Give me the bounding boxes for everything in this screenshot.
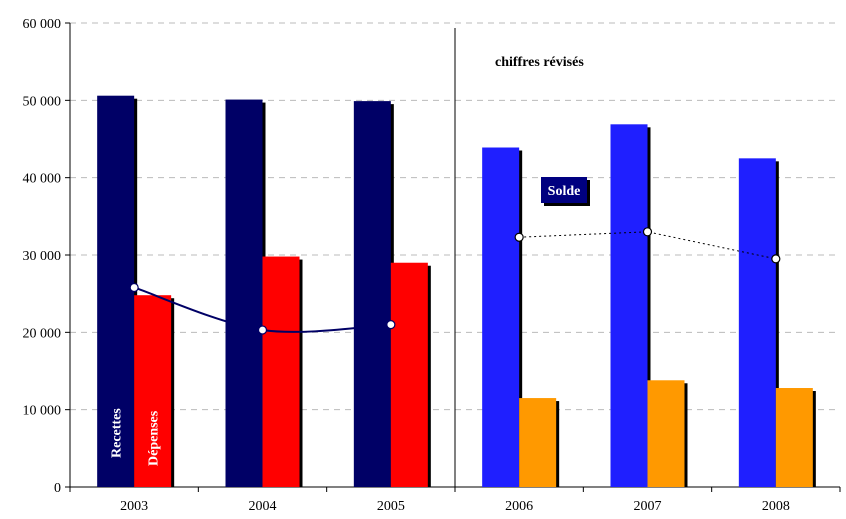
recettes-bar-2004 <box>225 99 263 487</box>
revised-annotation: chiffres révisés <box>495 55 584 70</box>
labels: chiffres révisés Solde Recettes Dépenses <box>110 55 590 466</box>
solde-line-revised <box>519 231 776 260</box>
solde-point-2007 <box>642 227 653 237</box>
y-tick-label: 60 000 <box>23 17 62 32</box>
solde-box-background <box>541 177 587 203</box>
axes: 0 10 000 20 000 30 000 40 000 50 000 60 000 200… <box>23 17 841 514</box>
solde-point-2008 <box>771 254 781 264</box>
y-tick-label: 30 000 <box>23 249 62 264</box>
y-tick-label: 20 000 <box>23 326 62 341</box>
recettes-bar-2006 <box>482 147 520 488</box>
depenses-bar-2007 <box>647 380 685 487</box>
y-tick-label: 40 000 <box>23 172 62 187</box>
x-tick-label: 2005 <box>377 499 405 514</box>
solde-line-layer <box>129 227 781 335</box>
depenses-bar-2005 <box>390 262 428 487</box>
depenses-bar-2006 <box>519 398 557 487</box>
depenses-bar-2004 <box>262 256 300 487</box>
solde-point-2004 <box>257 325 268 335</box>
x-tick-label: 2008 <box>762 499 790 514</box>
recettes-bar-2005 <box>353 101 391 488</box>
depenses-series-label: Dépenses <box>147 410 162 466</box>
recettes-bar-2008 <box>738 158 776 488</box>
x-tick-label: 2004 <box>249 499 277 514</box>
solde-point-2005 <box>386 320 396 330</box>
solde-point-2006 <box>514 232 524 242</box>
solde-legend-box: Solde <box>541 177 590 206</box>
recettes-bar-2003 <box>97 95 135 488</box>
x-tick-label: 2007 <box>634 499 662 514</box>
y-tick-label: 0 <box>54 481 61 496</box>
recettes-bar-2007 <box>610 124 648 487</box>
x-tick-label: 2006 <box>505 499 533 514</box>
y-tick-label: 50 000 <box>23 94 62 109</box>
x-tick-label: 2003 <box>120 499 148 514</box>
depenses-bar-2003 <box>134 295 172 487</box>
recettes-series-label: Recettes <box>110 408 125 458</box>
depenses-bar-2008 <box>775 388 813 487</box>
bars <box>97 95 816 488</box>
y-tick-label: 10 000 <box>23 404 62 419</box>
solde-legend-label: Solde <box>548 184 581 199</box>
solde-point-2003 <box>129 282 139 293</box>
